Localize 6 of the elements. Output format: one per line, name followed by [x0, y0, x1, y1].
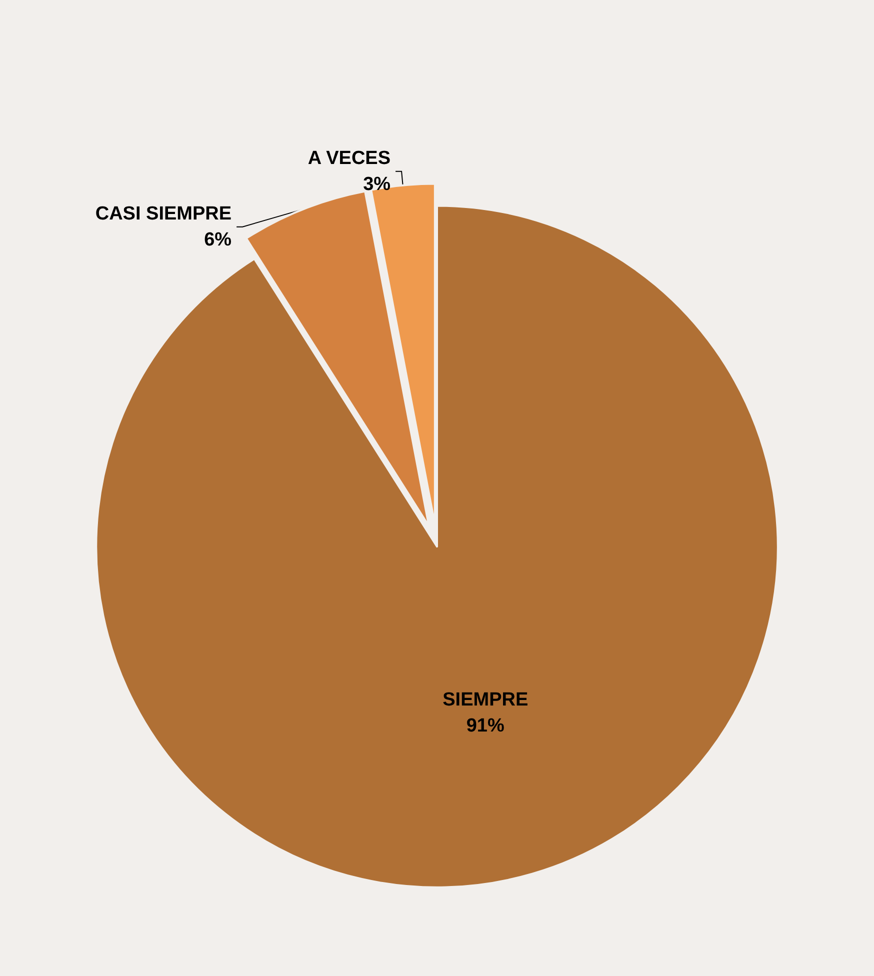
data-label: 3%: [363, 174, 391, 195]
slice-label: A VECES: [308, 148, 391, 169]
data-label: 6%: [204, 229, 232, 250]
slice-label: SIEMPRE: [442, 690, 528, 711]
slice-label: CASI SIEMPRE: [95, 203, 232, 224]
data-label: 91%: [466, 716, 505, 737]
